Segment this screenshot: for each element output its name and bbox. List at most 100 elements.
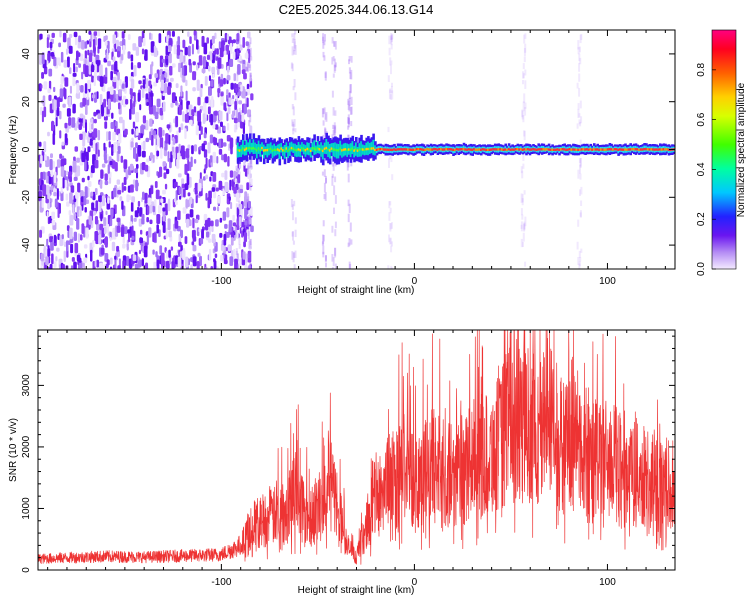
noise-cell <box>249 173 252 179</box>
signal-core <box>638 148 641 151</box>
signal-core <box>313 147 316 150</box>
noise-cell <box>220 243 225 251</box>
noise-cell <box>62 263 65 269</box>
streak-cell <box>522 115 525 123</box>
noise-cell <box>45 256 49 266</box>
noise-cell <box>227 244 231 252</box>
noise-cell <box>243 164 246 172</box>
noise-cell <box>228 223 232 233</box>
signal-core <box>389 148 393 151</box>
streak-cell <box>322 36 325 42</box>
signal-core <box>586 148 589 151</box>
noise-cell <box>184 113 189 123</box>
noise-cell <box>94 188 98 195</box>
signal-band <box>261 142 264 152</box>
streak-cell <box>236 165 239 174</box>
noise-cell <box>148 87 151 92</box>
noise-cell <box>184 163 188 175</box>
signal-core <box>447 148 450 151</box>
noise-cell <box>56 159 61 168</box>
streak-cell <box>350 69 353 80</box>
noise-cell <box>107 98 111 110</box>
signal-core <box>299 149 302 152</box>
noise-cell <box>223 50 227 56</box>
streak-cell <box>235 250 238 258</box>
noise-cell <box>56 107 60 117</box>
streak-cell <box>291 38 294 44</box>
noise-cell <box>142 37 146 47</box>
signal-core <box>401 148 405 151</box>
snr-xtick-label: -100 <box>211 577 231 588</box>
noise-cell <box>181 150 186 160</box>
streak-cell <box>247 266 250 269</box>
noise-cell <box>211 35 215 44</box>
noise-cell <box>89 140 93 146</box>
spectrogram-ticks: -100 0 100 -40 -20 0 20 40 <box>21 30 675 287</box>
noise-cell <box>156 135 160 147</box>
noise-cell <box>250 93 254 101</box>
noise-cell <box>77 52 81 58</box>
noise-cell <box>191 43 194 55</box>
streak-cell <box>389 268 392 269</box>
noise-cell <box>203 176 206 181</box>
streak-cell <box>247 162 250 170</box>
streak-cell <box>577 40 580 50</box>
colorbar-frame <box>711 29 737 270</box>
signal-core <box>648 148 652 151</box>
noise-cell <box>208 190 212 199</box>
noise-cell <box>201 68 206 74</box>
noise-cell <box>232 51 236 60</box>
noise-cell <box>243 103 247 114</box>
streak-cell <box>388 47 391 56</box>
noise-cell <box>98 234 102 245</box>
noise-cell <box>117 50 121 58</box>
noise-cell <box>214 124 219 130</box>
streak-cell <box>578 62 581 72</box>
noise-cell <box>65 170 69 176</box>
streak-cell <box>524 43 527 53</box>
streak-cell <box>522 63 525 70</box>
signal-band <box>321 145 325 160</box>
noise-cell <box>116 225 121 233</box>
noise-cell <box>73 31 78 38</box>
signal-core <box>540 148 544 151</box>
noise-cell <box>216 156 219 164</box>
streak-cell <box>578 119 581 125</box>
noise-cell <box>219 217 223 223</box>
noise-cell <box>109 237 112 242</box>
noise-cell <box>168 45 172 52</box>
noise-cell <box>127 229 131 234</box>
streak-cell <box>522 152 525 161</box>
streak-cell <box>522 80 524 85</box>
streak-cell <box>522 71 524 79</box>
noise-cell <box>146 158 150 163</box>
noise-cell <box>200 237 204 245</box>
noise-cell <box>111 160 116 169</box>
noise-cell <box>43 106 47 118</box>
streak-cell <box>390 265 393 269</box>
streak-cell <box>579 210 582 218</box>
noise-cell <box>39 33 43 40</box>
noise-cell <box>142 79 146 89</box>
signal-core <box>643 148 646 151</box>
noise-cell <box>185 79 188 87</box>
streak-cell <box>523 224 526 232</box>
colorbar-tick-label: 0.4 <box>696 162 707 176</box>
noise-cell <box>232 110 235 119</box>
streak-cell <box>523 93 526 104</box>
noise-cell <box>57 208 60 218</box>
noise-cell <box>196 64 199 71</box>
colorbar-tick-label: 0.6 <box>696 112 707 126</box>
noise-cell <box>129 221 133 227</box>
noise-cell <box>239 188 244 194</box>
noise-cell <box>235 84 239 93</box>
noise-cell <box>141 217 145 225</box>
streak-cell <box>389 88 392 94</box>
noise-cell <box>150 185 154 195</box>
streak-cell <box>334 229 337 237</box>
noise-cell <box>222 188 225 196</box>
noise-cell <box>45 185 50 195</box>
noise-cell <box>222 142 227 147</box>
streak-cell <box>249 37 252 45</box>
signal-core <box>572 148 575 151</box>
